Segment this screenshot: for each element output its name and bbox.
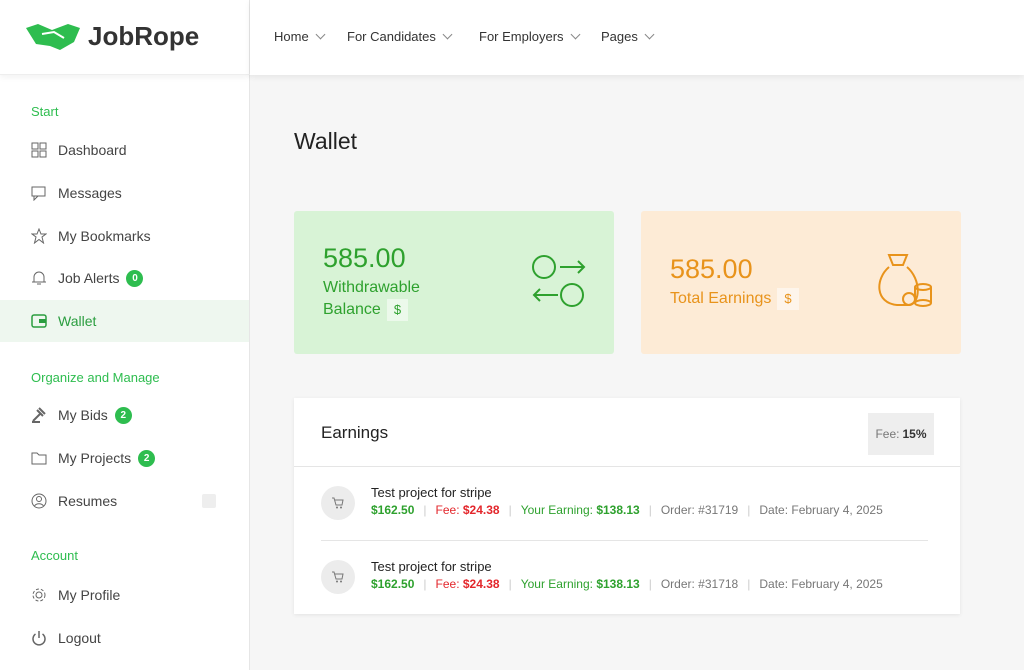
card-label-text: Withdrawable Balance xyxy=(323,279,420,318)
logo-text[interactable]: JobRope xyxy=(88,21,200,51)
badge: 0 xyxy=(126,269,144,287)
nav-item[interactable]: Home xyxy=(274,29,324,44)
icon xyxy=(31,452,47,465)
card-label: Withdrawable Balance $ xyxy=(323,277,453,321)
date: Date: February 4, 2025 xyxy=(759,577,883,591)
amount: $162.50 xyxy=(371,503,415,517)
nav-item[interactable]: For Employers xyxy=(479,29,579,44)
divider xyxy=(321,540,928,541)
menu-item-active[interactable]: Wallet xyxy=(0,300,249,342)
order: Order: #31718 xyxy=(660,577,739,591)
icon xyxy=(32,271,46,285)
currency: $ xyxy=(386,299,409,321)
menu-item[interactable]: My Profile xyxy=(0,574,249,616)
menu-label: Resumes xyxy=(58,493,118,509)
icon xyxy=(31,493,47,509)
logo-box: JobRope xyxy=(0,0,250,75)
fee-value: 15% xyxy=(902,427,927,441)
badge: 2 xyxy=(138,449,156,467)
sidebar: JobRope Start Dashboard Messages My Book… xyxy=(0,0,250,670)
section-title: Organize and Manage xyxy=(31,370,160,385)
earning: $138.13 xyxy=(596,577,640,591)
menu-label: My Profile xyxy=(58,587,121,603)
menu-item[interactable]: Logout xyxy=(0,617,249,659)
menu-label: Job Alerts xyxy=(58,270,120,286)
page-title: Wallet xyxy=(294,128,358,154)
fee-label: Fee: xyxy=(875,427,900,441)
menu-item[interactable]: My Projects 2 xyxy=(0,437,249,479)
menu-label: Dashboard xyxy=(58,142,127,158)
icon xyxy=(31,228,47,244)
icon xyxy=(31,142,47,158)
fee-label: Fee: xyxy=(435,577,460,591)
menu-item[interactable]: Job Alerts 0 xyxy=(0,257,249,299)
date: Date: February 4, 2025 xyxy=(759,503,883,517)
nav-item[interactable]: For Candidates xyxy=(347,29,451,44)
logo-icon xyxy=(26,24,80,50)
money-bag-icon xyxy=(878,254,932,307)
icon xyxy=(31,314,47,328)
top-nav: Home For Candidates For Employers Pages xyxy=(250,0,1024,75)
menu-label: Wallet xyxy=(58,313,97,329)
row-title[interactable]: Test project for stripe xyxy=(371,485,492,500)
panel-title: Earnings xyxy=(321,423,389,442)
order: Order: #31719 xyxy=(660,503,739,517)
badge: 2 xyxy=(114,406,132,424)
row-meta: $162.50 | Fee: $24.38 | Your Earning: $138.1… xyxy=(371,577,883,591)
menu-item[interactable]: Messages xyxy=(0,172,249,214)
icon xyxy=(32,588,46,602)
earnings-panel: Earnings Fee: 15% Test project for stripe… xyxy=(294,398,960,614)
fee-label: Fee: xyxy=(435,503,460,517)
cart-icon xyxy=(321,486,355,520)
amount: $162.50 xyxy=(371,577,415,591)
divider xyxy=(294,466,960,467)
fee: $24.38 xyxy=(462,577,500,591)
earning-label: Your Earning: xyxy=(520,503,593,517)
section-title: Start xyxy=(31,104,59,119)
icon xyxy=(32,631,46,646)
fee: $24.38 xyxy=(462,503,500,517)
menu-item[interactable]: Resumes xyxy=(0,480,249,522)
currency: $ xyxy=(777,288,799,310)
earning-label: Your Earning: xyxy=(520,577,593,591)
earning: $138.13 xyxy=(596,503,640,517)
cart-icon xyxy=(321,560,355,594)
menu-label: My Bookmarks xyxy=(58,228,151,244)
dropdown-toggle[interactable] xyxy=(202,494,216,508)
fee-box: Fee: 15% xyxy=(868,413,934,455)
row-title[interactable]: Test project for stripe xyxy=(371,559,492,574)
nav-item[interactable]: Pages xyxy=(601,29,653,44)
card-amount: 585.00 xyxy=(323,243,406,273)
icon xyxy=(31,186,46,201)
menu-label: Messages xyxy=(58,185,122,201)
menu-label: Logout xyxy=(58,630,101,646)
balance-card: 585.00 Withdrawable Balance $ xyxy=(294,211,614,354)
card-amount: 585.00 xyxy=(670,254,753,284)
earnings-card: 585.00 Total Earnings $ xyxy=(641,211,961,354)
menu-item[interactable]: My Bookmarks xyxy=(0,215,249,257)
row-meta: $162.50 | Fee: $24.38 | Your Earning: $138.1… xyxy=(371,503,883,517)
menu-item[interactable]: My Bids 2 xyxy=(0,394,249,436)
menu-label: My Projects xyxy=(58,450,132,466)
icon xyxy=(32,407,46,423)
card-label-text: Total Earnings xyxy=(670,290,772,307)
transfer-icon xyxy=(532,255,586,307)
menu-label: My Bids xyxy=(58,407,108,423)
section-title: Account xyxy=(31,548,78,563)
card-label: Total Earnings $ xyxy=(670,288,799,310)
menu-item[interactable]: Dashboard xyxy=(0,129,249,171)
